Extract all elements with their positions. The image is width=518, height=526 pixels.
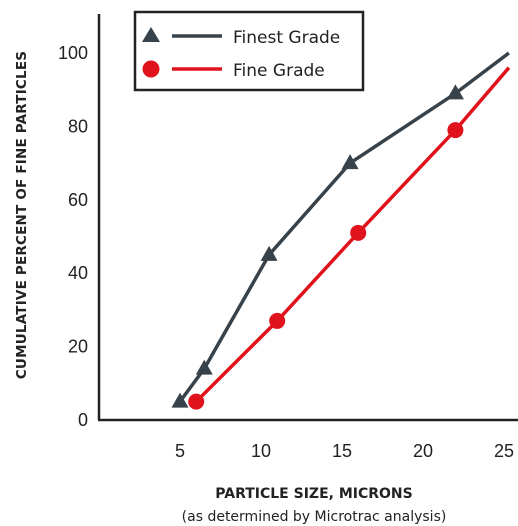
x-axis-label: PARTICLE SIZE, MICRONS	[215, 486, 412, 502]
x-tick-label: 15	[332, 441, 352, 461]
legend: Finest Grade Fine Grade	[133, 10, 365, 92]
data-point-0-3	[341, 154, 359, 170]
data-point-1-0	[188, 393, 205, 410]
data-point-1-2	[350, 224, 367, 241]
data-point-1-1	[269, 312, 286, 329]
x-tick-label: 5	[175, 441, 185, 461]
y-tick-label: 60	[68, 190, 88, 210]
data-point-0-0	[171, 392, 189, 408]
data-point-0-4	[446, 84, 464, 100]
data-point-1-3	[447, 122, 464, 139]
axes	[97, 14, 518, 422]
legend-finest-label: Finest Grade	[233, 28, 340, 48]
x-tick-label: 25	[494, 441, 514, 461]
legend-box	[133, 10, 365, 92]
series-markers	[171, 84, 464, 410]
x-tick-label: 20	[413, 441, 433, 461]
series-lines	[178, 51, 511, 403]
data-point-0-1	[195, 359, 213, 375]
legend-circle-icon	[142, 60, 160, 78]
series-line-0	[178, 51, 510, 403]
y-tick-label: 100	[58, 43, 88, 63]
y-axis-label: CUMULATIVE PERCENT OF FINE PARTICLES	[14, 51, 30, 379]
legend-fine-label: Fine Grade	[233, 61, 325, 81]
y-tick-label: 40	[68, 263, 88, 283]
x-tick-label: 10	[251, 441, 271, 461]
x-axis-note: (as determined by Microtrac analysis)	[182, 509, 447, 525]
y-tick-label: 0	[78, 410, 88, 430]
y-tick-label: 80	[68, 116, 88, 136]
legend-triangle-icon	[142, 27, 160, 42]
data-point-0-2	[260, 245, 278, 261]
y-tick-label: 20	[68, 337, 88, 357]
tick-labels: 5 10 15 20 25 0 20 40 60 80 100	[58, 43, 514, 461]
